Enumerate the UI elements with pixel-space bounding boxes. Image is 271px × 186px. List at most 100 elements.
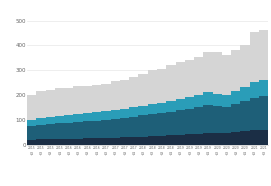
Bar xyxy=(157,69,166,103)
Bar xyxy=(92,121,101,138)
Bar xyxy=(166,135,176,145)
Bar xyxy=(120,80,129,109)
Bar xyxy=(73,122,83,139)
Bar xyxy=(250,130,259,145)
Bar xyxy=(111,138,120,145)
Bar xyxy=(240,45,250,87)
Bar xyxy=(73,114,83,122)
Bar xyxy=(157,136,166,145)
Bar xyxy=(64,115,73,123)
Bar xyxy=(203,92,213,105)
Bar xyxy=(213,94,222,106)
Bar xyxy=(231,104,240,132)
Bar xyxy=(250,82,259,98)
Bar xyxy=(176,99,185,110)
Bar xyxy=(203,52,213,92)
Bar xyxy=(129,137,138,145)
Bar xyxy=(231,132,240,145)
Bar xyxy=(83,138,92,145)
Bar xyxy=(73,86,83,114)
Bar xyxy=(129,77,138,107)
Bar xyxy=(259,96,268,130)
Bar xyxy=(185,134,194,145)
Bar xyxy=(73,139,83,145)
Bar xyxy=(166,101,176,112)
Bar xyxy=(166,65,176,101)
Bar xyxy=(203,105,213,133)
Bar xyxy=(92,138,101,145)
Bar xyxy=(194,134,203,145)
Bar xyxy=(194,57,203,95)
Bar xyxy=(64,123,73,139)
Bar xyxy=(166,112,176,135)
Bar xyxy=(92,85,101,112)
Bar xyxy=(55,123,64,139)
Bar xyxy=(231,50,240,91)
Bar xyxy=(157,103,166,113)
Bar xyxy=(194,95,203,108)
Bar xyxy=(101,111,111,120)
Bar xyxy=(83,121,92,138)
Bar xyxy=(36,118,46,125)
Bar xyxy=(129,107,138,117)
Bar xyxy=(111,81,120,110)
Bar xyxy=(148,70,157,104)
Bar xyxy=(185,60,194,97)
Bar xyxy=(138,106,148,116)
Bar xyxy=(259,130,268,145)
Bar xyxy=(101,120,111,138)
Bar xyxy=(259,80,268,96)
Bar xyxy=(36,91,46,118)
Bar xyxy=(213,106,222,133)
Bar xyxy=(222,95,231,107)
Bar xyxy=(27,120,36,126)
Bar xyxy=(240,102,250,131)
Bar xyxy=(148,136,157,145)
Bar xyxy=(120,109,129,118)
Bar xyxy=(222,107,231,133)
Bar xyxy=(250,33,259,82)
Bar xyxy=(36,125,46,139)
Bar xyxy=(101,138,111,145)
Bar xyxy=(83,86,92,113)
Bar xyxy=(203,133,213,145)
Bar xyxy=(55,88,64,116)
Bar xyxy=(222,133,231,145)
Bar xyxy=(138,74,148,106)
Bar xyxy=(111,110,120,119)
Bar xyxy=(27,95,36,120)
Bar xyxy=(222,55,231,95)
Bar xyxy=(138,116,148,137)
Bar xyxy=(27,140,36,145)
Bar xyxy=(129,117,138,137)
Bar xyxy=(185,109,194,134)
Bar xyxy=(120,118,129,137)
Bar xyxy=(250,98,259,130)
Bar xyxy=(36,139,46,145)
Bar xyxy=(111,119,120,138)
Bar xyxy=(46,124,55,139)
Bar xyxy=(231,91,240,104)
Bar xyxy=(157,113,166,136)
Bar xyxy=(46,117,55,124)
Bar xyxy=(101,84,111,111)
Bar xyxy=(148,114,157,136)
Bar xyxy=(213,133,222,145)
Bar xyxy=(55,139,64,145)
Bar xyxy=(176,135,185,145)
Bar xyxy=(240,131,250,145)
Bar xyxy=(64,139,73,145)
Bar xyxy=(120,137,129,145)
Bar xyxy=(46,89,55,117)
Bar xyxy=(176,62,185,99)
Bar xyxy=(46,139,55,145)
Bar xyxy=(27,126,36,140)
Bar xyxy=(213,52,222,94)
Bar xyxy=(176,110,185,135)
Bar xyxy=(185,97,194,109)
Bar xyxy=(64,88,73,115)
Bar xyxy=(148,104,157,114)
Bar xyxy=(259,31,268,80)
Bar xyxy=(55,116,64,123)
Bar xyxy=(138,137,148,145)
